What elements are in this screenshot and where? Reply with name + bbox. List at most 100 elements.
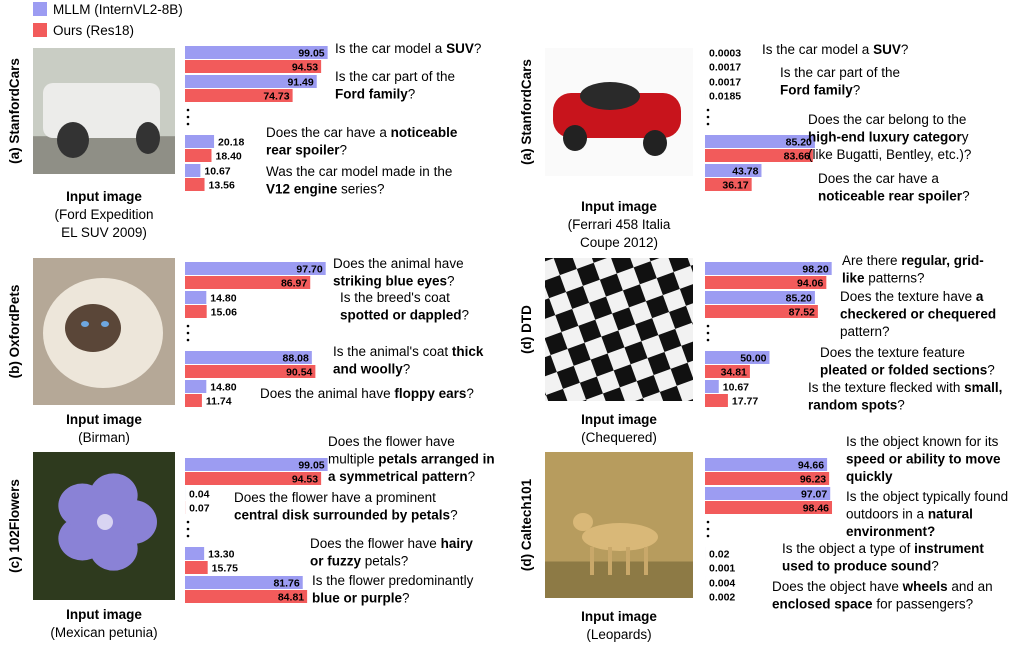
question-line: V12 engine series? [266,182,385,197]
question-text: series? [337,182,384,197]
question-emphasis: striking blue eyes [333,274,447,289]
value-label: 0.0017 [709,77,741,89]
question-emphasis: quickly [846,469,893,484]
value-label: 98.46 [803,503,829,515]
question-text: ? [853,83,861,98]
question-line: and woolly? [333,362,410,377]
ellipsis-dot [707,528,710,531]
question-text: ? [340,143,348,158]
question-line: Was the car model made in the [266,164,452,179]
question-text: ? [962,189,970,204]
ellipsis-dot [187,521,190,524]
question-emphasis: wheels [902,579,948,594]
bar [185,149,211,162]
value-label: 0.0003 [709,48,741,60]
question-line: Does the car have a noticeable [266,125,458,140]
input-image [545,48,693,176]
image-shape [57,122,89,158]
image-shape [608,547,612,575]
value-label: 94.06 [797,278,823,290]
question-text: Was the car model made in the [266,164,452,179]
input-image [33,48,175,174]
image-shape [97,514,113,530]
question-emphasis: speed or ability to move [846,452,1001,467]
value-label: 0.07 [189,503,210,515]
question-line: quickly [846,469,893,484]
bar [185,178,205,191]
question-emphasis: V12 engine [266,182,338,197]
panel-label: (d) DTD [519,305,534,354]
value-label: 20.18 [218,137,244,149]
question-line: (like Bugatti, Bentley, etc.)? [808,147,971,162]
question-text: ? [474,41,482,56]
question-text: Is the animal's coat [333,344,452,359]
image-shape [136,122,160,154]
question-line: Is the object a type of instrument [782,541,984,556]
ellipsis-dot [187,339,190,342]
question-line: Does the flower have hairy [310,536,473,551]
value-label: 10.67 [204,166,230,178]
value-label: 43.78 [732,166,758,178]
question-line: Does the flower have a prominent [234,490,436,505]
question-text: petals? [361,554,408,569]
question-emphasis: spotted or dappled [340,308,462,323]
image-shape [580,82,640,110]
question-line: or fuzzy petals? [310,554,408,569]
ellipsis-dot [187,332,190,335]
question-line: striking blue eyes? [333,274,455,289]
question-line: Ford family? [335,87,415,102]
question-line: Is the car part of the [335,69,455,84]
question-line: Is the object known for its [846,434,999,449]
question-emphasis: checkered or chequered [840,307,996,322]
input-image [33,258,175,405]
image-caption: Input image [581,412,657,427]
question-emphasis: SUV [446,41,474,56]
image-shape [545,562,693,599]
question-emphasis: regular, grid- [901,253,984,268]
question-text: ? [987,363,995,378]
legend-label: MLLM (InternVL2-8B) [53,2,183,17]
question-emphasis: or fuzzy [310,554,361,569]
question-emphasis: a symmetrical pattern [328,469,468,484]
value-label: 0.002 [709,592,735,604]
value-label: 97.07 [801,489,827,501]
question-emphasis: blue or purple [312,591,402,606]
question-line: multiple petals arranged in [328,452,495,467]
question-text: ? [466,386,474,401]
value-label: 10.67 [723,382,749,394]
question-text: Does the animal have [333,256,464,271]
ellipsis-dot [187,109,190,112]
ellipsis-dot [707,535,710,538]
question-emphasis: noticeable rear spoiler [818,189,963,204]
question-line: spotted or dappled? [340,308,469,323]
question-emphasis: central disk surrounded by petals [234,508,450,523]
value-label: 88.08 [283,353,309,365]
question-text: Does the object have [772,579,903,594]
ellipsis-dot [707,109,710,112]
value-label: 87.52 [789,307,815,319]
question-text: Is the object typically found [846,489,1008,504]
value-label: 15.06 [211,307,237,319]
bar [185,135,214,148]
question-text: Does the car belong to the [808,112,966,127]
value-label: 0.04 [189,489,210,501]
value-label: 74.73 [263,91,289,103]
question-line: a symmetrical pattern? [328,469,475,484]
value-label: 0.0017 [709,62,741,74]
question-line: Is the car part of the [780,65,900,80]
bar [185,547,204,560]
question-line: Does the object have wheels and an [772,579,993,594]
question-text: Does the flower have [328,434,455,449]
question-text: Is the flower predominantly [312,573,474,588]
question-line: Does the car have a [818,171,939,186]
question-text: ? [408,87,416,102]
input-image [545,258,693,401]
question-emphasis: used to produce sound [782,559,931,574]
panel-label: (a) StanfordCars [519,59,534,165]
question-emphasis: SUV [873,42,901,57]
value-label: 81.76 [273,578,299,590]
question-text: ? [468,469,476,484]
image-shape [573,513,593,531]
image-label: (Chequered) [581,430,657,445]
image-shape [626,547,630,575]
